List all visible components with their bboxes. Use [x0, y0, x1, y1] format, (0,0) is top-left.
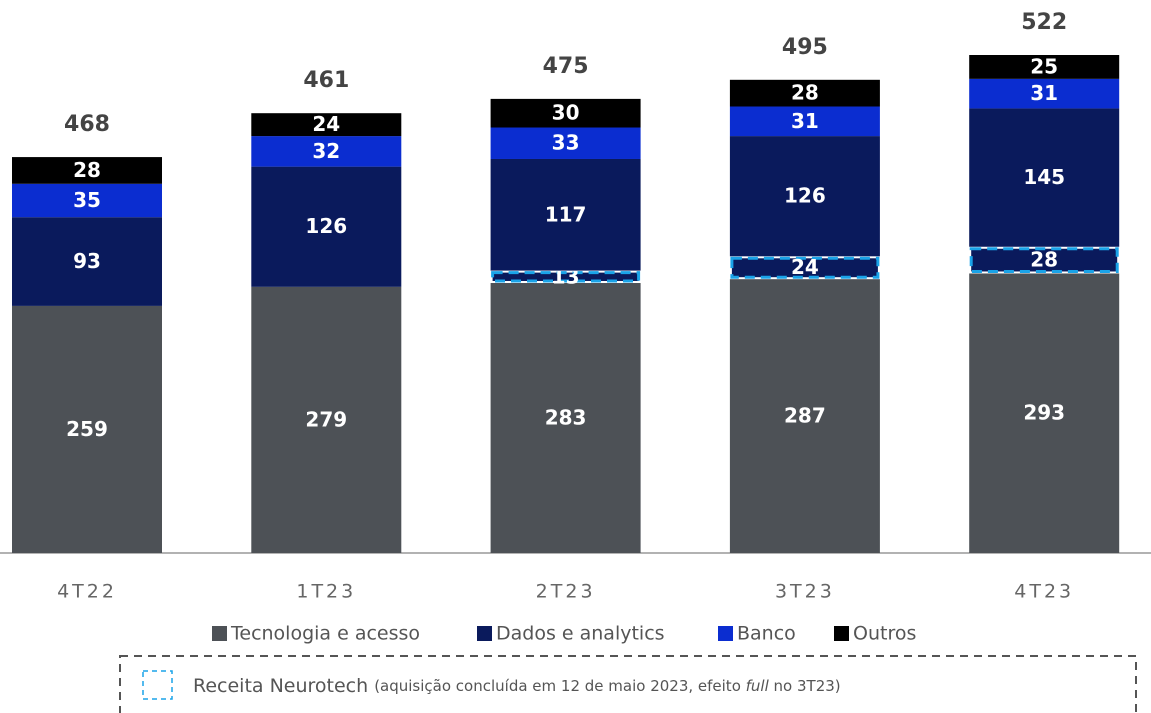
bar-segment: [490, 158, 641, 271]
value-label: 93: [73, 249, 101, 273]
value-label: 24: [791, 255, 819, 279]
legend-label: Outros: [853, 623, 916, 645]
bar-segment: [491, 271, 641, 283]
x-tick-label: 4T23: [1014, 581, 1074, 603]
legend-label: Banco: [737, 623, 796, 645]
note-box: [119, 655, 1137, 713]
bar-segment: [251, 136, 402, 167]
value-label: 126: [784, 184, 826, 208]
total-label: 495: [782, 35, 828, 60]
bar-segment: [490, 283, 641, 553]
value-label: 31: [1030, 81, 1058, 105]
x-tick-label: 3T23: [775, 581, 835, 603]
x-tick-label: 2T23: [536, 581, 596, 603]
value-label: 283: [545, 406, 587, 430]
note-text: (aquisição concluída em 12 de maio 2023,…: [374, 677, 745, 695]
legend-swatch: [834, 626, 849, 641]
bar-segment: [969, 78, 1120, 109]
bar-segment: [12, 217, 162, 306]
x-tick-label: 4T22: [57, 581, 117, 603]
x-tick-label: 1T23: [296, 581, 356, 603]
value-label: 28: [791, 81, 819, 105]
value-label: 33: [552, 131, 580, 155]
legend-name: Receita Neurotech: [193, 675, 368, 697]
bar-segment: [969, 108, 1120, 247]
value-label: 28: [73, 158, 101, 182]
bar-segment: [490, 127, 641, 159]
value-label: 126: [305, 214, 347, 238]
value-label: 30: [552, 101, 580, 125]
total-label: 468: [64, 112, 110, 137]
note-text: full: [746, 677, 770, 695]
bar-segment: [490, 98, 641, 128]
bar-segment: [969, 55, 1120, 79]
bar-segment: [730, 256, 880, 279]
bar-segment: [251, 286, 402, 553]
legend-swatch: [142, 670, 173, 700]
value-label: 145: [1023, 165, 1065, 189]
legend-swatch: [477, 626, 492, 641]
bar-segment: [729, 136, 880, 257]
value-label: 287: [784, 404, 826, 428]
value-label: 117: [545, 202, 587, 226]
legend-swatch: [718, 626, 733, 641]
bar-segment: [12, 305, 162, 553]
legend-swatch: [212, 626, 227, 641]
value-label: 32: [312, 139, 340, 163]
bar-segment: [12, 157, 162, 184]
value-label: 259: [66, 417, 108, 441]
total-label: 461: [303, 68, 349, 93]
bar-segment: [12, 183, 162, 218]
value-label: 293: [1023, 401, 1065, 425]
legend-label: Receita Neurotech (aquisição concluída em…: [193, 675, 841, 697]
bar-segment: [969, 273, 1120, 553]
value-label: 35: [73, 188, 101, 212]
legend-label: Dados e analytics: [496, 623, 665, 645]
value-label: 25: [1030, 54, 1058, 78]
bar-segment: [251, 113, 402, 137]
value-label: 279: [305, 407, 347, 431]
bar-segment: [729, 279, 880, 553]
legend-label: Tecnologia e acesso: [230, 623, 420, 645]
bar-segment: [969, 247, 1119, 273]
total-label: 522: [1021, 10, 1067, 35]
bar-segment: [729, 79, 880, 107]
bar-segment: [251, 166, 402, 287]
value-label: 24: [312, 112, 340, 136]
value-label: 28: [1030, 248, 1058, 272]
value-label: 31: [791, 109, 819, 133]
bar-segment: [729, 106, 880, 137]
note-text: no 3T23): [769, 677, 841, 695]
total-label: 475: [543, 54, 589, 79]
